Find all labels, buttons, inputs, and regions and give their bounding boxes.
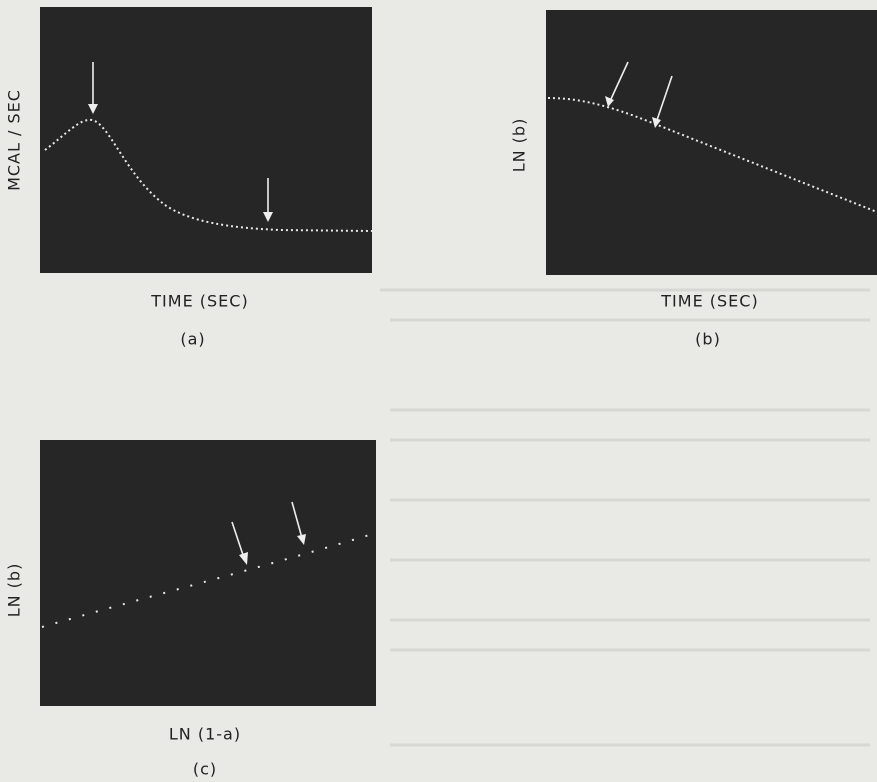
- caption: (c): [193, 760, 217, 779]
- figure: MCAL / SEC TIME (SEC) (a) LN (b) TIME (S…: [0, 0, 877, 782]
- y-label: MCAL / SEC: [5, 89, 24, 191]
- caption: (a): [180, 330, 205, 349]
- x-label: TIME (SEC): [150, 292, 248, 311]
- y-label: LN (b): [5, 563, 24, 618]
- y-label: LN (b): [510, 118, 529, 173]
- scope-screen: [40, 440, 376, 706]
- x-label: LN (1-a): [169, 725, 241, 744]
- caption: (b): [695, 330, 721, 349]
- scope-screen: [546, 10, 877, 275]
- x-label: TIME (SEC): [660, 292, 758, 311]
- background-text: [380, 290, 870, 745]
- scope-screen: [40, 7, 372, 273]
